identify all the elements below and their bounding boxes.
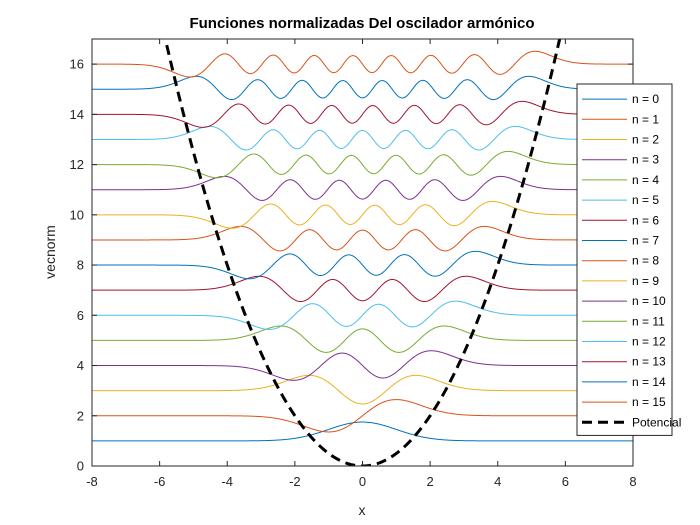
series-line-n-4 (92, 325, 633, 353)
y-tick-label: 14 (70, 107, 84, 122)
series-line-n-3 (92, 350, 633, 381)
series-line-n-5 (92, 300, 633, 330)
series-line-potencial (163, 39, 562, 466)
series-group (92, 39, 633, 466)
legend-label: n = 2 (632, 133, 659, 147)
series-line-n-12 (92, 125, 633, 151)
x-tick-label: -6 (154, 474, 166, 489)
series-line-n-7 (92, 250, 633, 280)
y-tick-label: 6 (77, 308, 84, 323)
y-tick-label: 0 (77, 459, 84, 474)
y-tick-label: 16 (70, 57, 84, 72)
x-tick-label: 8 (629, 474, 636, 489)
legend-label: n = 0 (632, 92, 659, 106)
legend-label: n = 3 (632, 153, 659, 167)
series-line-n-15 (92, 50, 633, 78)
series-line-n-8 (92, 225, 633, 252)
x-tick-label: -4 (221, 474, 233, 489)
y-tick-label: 2 (77, 408, 84, 423)
x-axis-label: x (359, 502, 366, 518)
y-tick-label: 10 (70, 207, 84, 222)
legend: n = 0 n = 1 n = 2 n = 3 n = 4 n = 5 n = 6 n = 7… (576, 83, 681, 436)
chart-title: Funciones normalizadas Del oscilador arm… (189, 15, 534, 32)
series-line-n-2 (92, 374, 633, 405)
series-line-n-1 (92, 399, 633, 433)
y-axis-label: vecnorm (42, 225, 58, 279)
x-tick-label: -8 (86, 474, 98, 489)
legend-label: n = 8 (632, 254, 659, 268)
series-line-n-11 (92, 150, 633, 179)
x-tick-label: 2 (427, 474, 434, 489)
legend-label: n = 12 (632, 335, 666, 349)
legend-label: n = 6 (632, 213, 659, 227)
x-tick-label: 6 (562, 474, 569, 489)
plot-area (92, 39, 633, 466)
series-line-n-6 (92, 275, 633, 303)
series-line-n-14 (92, 75, 633, 101)
legend-box (576, 83, 673, 436)
y-axis-ticks: 0 2 4 6 8 10 12 14 16 (70, 57, 633, 474)
legend-label: n = 7 (632, 234, 659, 248)
legend-label: n = 4 (632, 173, 659, 187)
legend-label: n = 15 (632, 395, 666, 409)
x-axis-ticks: -8 -6 -4 -2 0 2 4 6 8 (86, 39, 637, 489)
series-line-n-0 (92, 421, 633, 442)
y-tick-label: 8 (77, 258, 84, 273)
x-tick-label: -2 (289, 474, 301, 489)
series-line-n-10 (92, 175, 633, 201)
legend-label: Potencial (632, 415, 681, 429)
x-tick-label: 0 (359, 474, 366, 489)
legend-label: n = 11 (632, 314, 665, 328)
legend-label: n = 9 (632, 274, 659, 288)
legend-label: n = 14 (632, 375, 666, 389)
legend-label: n = 1 (632, 112, 659, 126)
series-line-n-9 (92, 200, 633, 229)
legend-label: n = 10 (632, 294, 666, 308)
y-tick-label: 12 (70, 157, 84, 172)
legend-label: n = 13 (632, 355, 666, 369)
x-tick-label: 4 (494, 474, 501, 489)
legend-label: n = 5 (632, 193, 659, 207)
y-tick-label: 4 (77, 358, 84, 373)
